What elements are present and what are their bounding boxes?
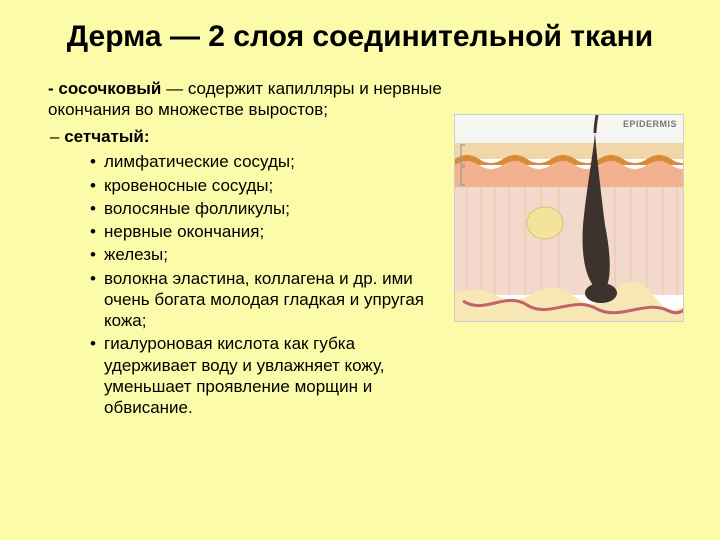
list-item: нервные окончания; xyxy=(90,221,448,242)
list-item: волосяные фолликулы; xyxy=(90,198,448,219)
term-setchaty: сетчатый: xyxy=(50,126,448,147)
list-item: кровеносные сосуды; xyxy=(90,175,448,196)
text-column: - сосочковый — содержит капилляры и нерв… xyxy=(36,78,454,421)
bullet-list: лимфатические сосуды; кровеносные сосуды… xyxy=(90,151,448,418)
slide-title: Дерма — 2 слоя соединительной ткани xyxy=(36,18,684,56)
list-item: лимфатические сосуды; xyxy=(90,151,448,172)
skin-svg xyxy=(455,115,684,322)
paragraph-sosochkovy: - сосочковый — содержит капилляры и нерв… xyxy=(48,78,448,121)
content-row: - сосочковый — содержит капилляры и нерв… xyxy=(36,78,684,421)
list-item: железы; xyxy=(90,244,448,265)
list-item: гиалуроновая кислота как губка удерживае… xyxy=(90,333,448,418)
list-item: волокна эластина, коллагена и др. ими оч… xyxy=(90,268,448,332)
epidermis-label: EPIDERMIS xyxy=(623,119,677,129)
term-sosochkovy: - сосочковый xyxy=(48,79,161,98)
image-column: EPIDERMIS xyxy=(454,114,684,322)
skin-diagram: EPIDERMIS xyxy=(454,114,684,322)
